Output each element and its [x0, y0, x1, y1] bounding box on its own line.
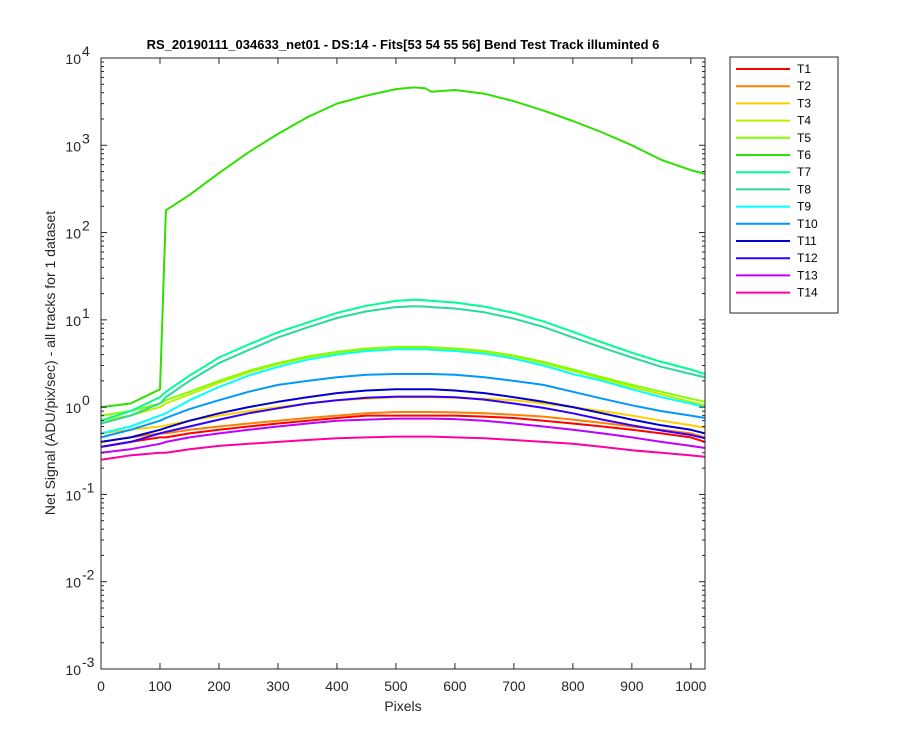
- series-line-t14: [101, 435, 705, 461]
- legend-label-t7: T7: [797, 165, 811, 179]
- y-tick-exponent: 1: [82, 305, 90, 321]
- legend-label-t4: T4: [797, 114, 811, 128]
- y-tick-label: 10: [65, 662, 81, 678]
- x-tick-label: 200: [207, 678, 231, 694]
- y-tick-exponent: -2: [82, 567, 95, 583]
- x-tick-label: 600: [443, 678, 467, 694]
- x-tick-label: 0: [97, 678, 105, 694]
- legend-label-t2: T2: [797, 79, 811, 93]
- x-tick-label: 700: [502, 678, 526, 694]
- series-line-t13: [101, 417, 705, 454]
- y-tick-label: 10: [65, 313, 81, 329]
- x-axis: 0 100 200 300 400 500 600 700 800 900 1000: [97, 58, 707, 694]
- series-line-t11: [101, 388, 705, 443]
- legend-label-t8: T8: [797, 182, 811, 196]
- series-line-t5: [101, 345, 705, 417]
- legend: T1 T2 T3 T4 T5 T6 T7 T8 T9 T10 T11 T12 T13 T14: [729, 56, 839, 314]
- x-tick-label: 400: [325, 678, 349, 694]
- legend-label-t3: T3: [797, 96, 811, 110]
- y-tick-label: 10: [65, 51, 81, 67]
- chart-title: RS_20190111_034633_net01 - DS:14 - Fits[…: [147, 37, 660, 52]
- y-tick-label: 10: [65, 575, 81, 591]
- legend-label-t10: T10: [797, 217, 818, 231]
- y-tick-label: 10: [65, 400, 81, 416]
- y-tick-exponent: 3: [82, 130, 90, 146]
- x-tick-label: 800: [561, 678, 585, 694]
- plot-area: [101, 58, 705, 669]
- legend-label-t1: T1: [797, 62, 811, 76]
- axes-box: [100, 57, 706, 670]
- legend-label-t9: T9: [797, 200, 811, 214]
- legend-label-t5: T5: [797, 131, 811, 145]
- x-tick-label: 900: [620, 678, 644, 694]
- legend-label-t14: T14: [797, 286, 818, 300]
- y-tick-exponent: -1: [82, 479, 95, 495]
- x-tick-label: 500: [384, 678, 408, 694]
- series-line-t2: [101, 411, 705, 443]
- y-tick-label: 10: [65, 138, 81, 154]
- x-tick-label: 100: [148, 678, 172, 694]
- y-tick-exponent: 2: [82, 218, 90, 234]
- y-tick-exponent: 4: [82, 43, 90, 59]
- legend-box: [729, 56, 839, 314]
- legend-label-t12: T12: [797, 251, 818, 265]
- y-tick-exponent: -3: [82, 654, 95, 670]
- series-layer: [101, 86, 705, 461]
- y-tick-exponent: 0: [82, 392, 90, 408]
- series-line-t12: [101, 395, 705, 448]
- x-tick-label: 1000: [675, 678, 706, 694]
- series-line-t6: [101, 86, 705, 409]
- series-line-t10: [101, 373, 705, 439]
- legend-label-t13: T13: [797, 268, 818, 282]
- y-axis-label: Net Signal (ADU/pix/sec) - all tracks fo…: [42, 211, 58, 515]
- y-tick-label: 10: [65, 226, 81, 242]
- legend-label-t11: T11: [797, 234, 817, 248]
- series-line-t7: [101, 298, 705, 422]
- x-tick-label: 300: [266, 678, 290, 694]
- x-axis-label: Pixels: [384, 698, 421, 714]
- series-line-t1: [101, 414, 705, 448]
- series-line-t9: [101, 348, 705, 435]
- legend-label-t6: T6: [797, 148, 811, 162]
- y-tick-label: 10: [65, 487, 81, 503]
- series-line-t8: [101, 305, 705, 425]
